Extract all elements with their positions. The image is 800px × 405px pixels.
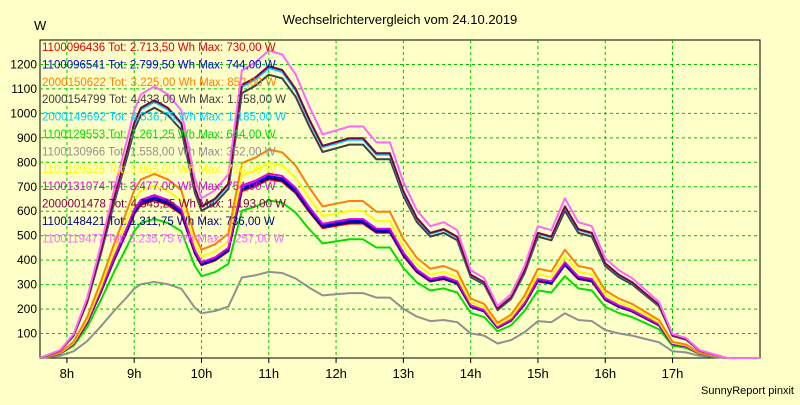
y-tick-label: 800 — [17, 155, 37, 169]
y-tick-label: 700 — [17, 180, 37, 194]
x-tick-label: 11h — [258, 366, 279, 381]
plot-area: 100 200 300 400 500 600 700 800 900 1000 1100 1200 8… — [10, 39, 761, 381]
y-tick-label: 300 — [17, 278, 37, 292]
series-line — [39, 161, 760, 359]
x-tick-label: 14h — [460, 366, 482, 381]
x-tick-label: 10h — [191, 366, 213, 381]
legend-entry: 2000154799 Tot: 4.433,00 Wh Max: 1.158,0… — [42, 94, 286, 106]
y-tick-label: 1200 — [10, 57, 37, 71]
x-tick-label: 16h — [594, 366, 616, 381]
series-line — [39, 73, 760, 359]
chart-title: Wechselrichtervergleich vom 24.10.2019 — [283, 12, 518, 27]
legend-entry: 1100129553 Tot: 2.261,25 Wh Max: 644,00 … — [42, 129, 276, 141]
series-line — [39, 199, 760, 359]
series-line — [39, 270, 760, 359]
y-tick-label: 100 — [17, 327, 37, 341]
footer-credit: SunnyReport pinxit — [701, 385, 794, 397]
legend-entry: 1100130966 Tot: 1.558,00 Wh Max: 352,00 … — [42, 146, 276, 158]
x-tick-label: 15h — [527, 366, 549, 381]
legend-entry: 1100096436 Tot: 2.713,50 Wh Max: 730,00 … — [42, 42, 276, 54]
series-line — [39, 172, 760, 359]
legend-entry: 1100129525 Tot: 3.065,00 Wh Max: 798,00 … — [42, 164, 276, 176]
legend-entry: 1100148421 Tot: 1.311,75 Wh Max: 736,00 … — [42, 216, 275, 228]
legend-entry: 1100131074 Tot: 3.477,00 Wh Max: 754,00 … — [42, 181, 276, 193]
y-axis-label: W — [34, 18, 47, 33]
y-tick-label: 1100 — [11, 82, 37, 96]
series-line — [39, 148, 760, 359]
y-tick-label: 500 — [17, 229, 37, 243]
series-line — [39, 65, 760, 359]
legend-entry: 2000149692 Tot: 4.536,75 Wh Max: 1.185,0… — [42, 112, 286, 124]
legend-entry: 1100119477 Tot: 3.235,75 Wh Max: 1.257,0… — [42, 233, 284, 245]
y-tick-label: 1000 — [10, 106, 37, 120]
x-tick-label: 13h — [393, 366, 415, 381]
plot-frame — [39, 39, 761, 359]
y-tick-label: 600 — [17, 204, 37, 218]
x-tick-label: 17h — [662, 366, 684, 381]
legend-entry: 2000150622 Tot: 3.225,00 Wh Max: 852,00 … — [42, 77, 277, 89]
x-tick-label: 8h — [60, 366, 74, 381]
y-tick-label: 400 — [17, 253, 37, 267]
series-line — [39, 49, 760, 359]
x-tick-label: 12h — [325, 366, 347, 381]
legend-entry: 1100096541 Tot: 2.799,50 Wh Max: 744,00 … — [42, 59, 276, 71]
legend-entry: 2000001478 Tot: 4.545,25 Wh Max: 1.193,0… — [42, 199, 286, 211]
y-tick-label: 900 — [17, 131, 37, 145]
x-tick-label: 9h — [127, 366, 141, 381]
y-tick-label: 200 — [17, 302, 37, 316]
